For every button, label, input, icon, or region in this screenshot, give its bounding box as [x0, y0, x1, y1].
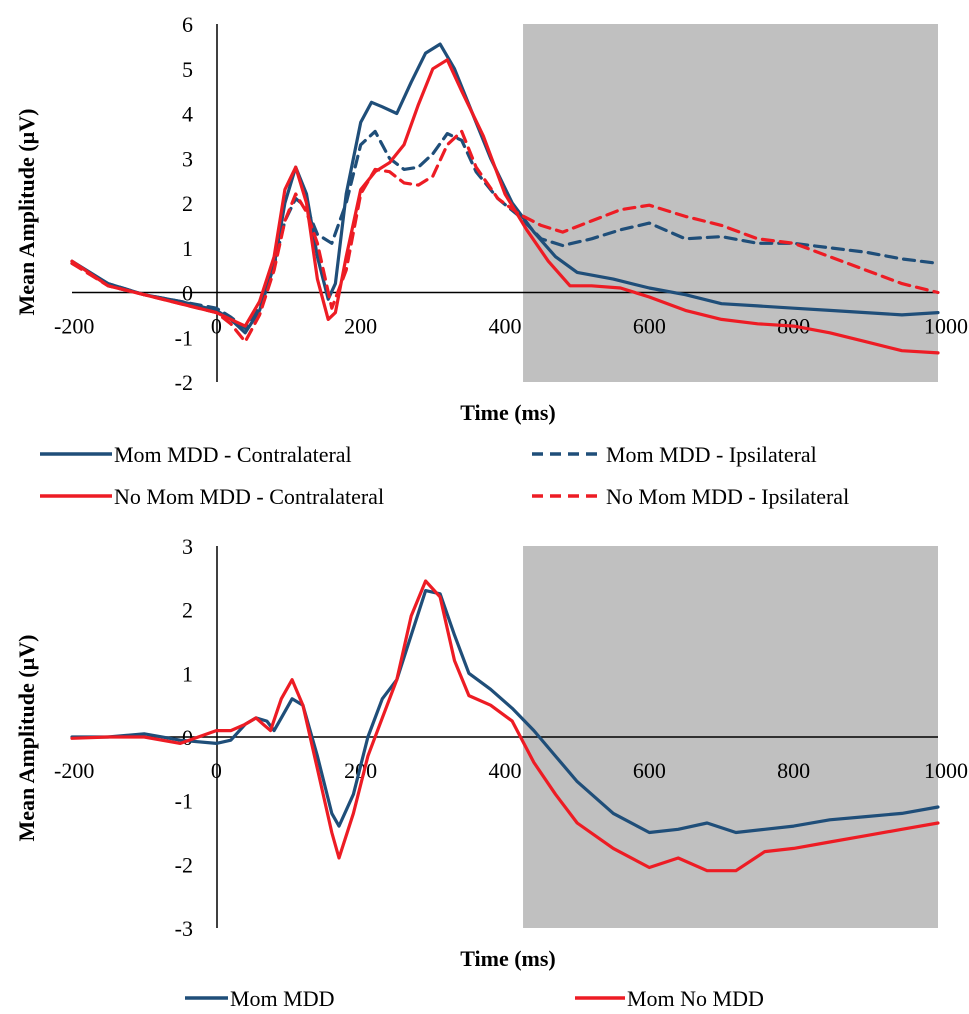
legend-label: Mom MDD - Contralateral — [114, 442, 352, 467]
series-group — [70, 579, 940, 873]
y-tick-label: -2 — [175, 852, 193, 877]
legend-item: Mom MDD - Contralateral — [40, 442, 352, 467]
legend-item: No Mom MDD - Ipsilateral — [532, 484, 849, 509]
legend: Mom MDD Mom No MDD — [185, 986, 764, 1011]
x-tick-label: 200 — [344, 314, 377, 339]
x-tick-label: 600 — [633, 758, 666, 783]
y-tick-label: 1 — [182, 661, 193, 686]
legend: Mom MDD - Contralateral Mom MDD - Ipsila… — [40, 442, 849, 509]
x-tick-label: 1000 — [924, 758, 968, 783]
y-tick-label: 3 — [182, 146, 193, 171]
legend-label: Mom MDD — [230, 986, 335, 1011]
y-tick-label: -1 — [175, 325, 193, 350]
y-tick-label: -2 — [175, 370, 193, 395]
y-axis-label: Mean Amplitude (µV) — [14, 108, 39, 315]
legend-item: No Mom MDD - Contralateral — [40, 484, 384, 509]
y-tick-label: -3 — [175, 916, 193, 941]
series-group — [70, 42, 940, 355]
series-line — [70, 42, 940, 335]
legend-label: No Mom MDD - Ipsilateral — [606, 484, 849, 509]
y-tick-label: 3 — [182, 534, 193, 559]
x-tick-label: 400 — [489, 758, 522, 783]
x-axis-label: Time (ms) — [460, 946, 556, 971]
shaded-region — [523, 24, 938, 382]
y-tick-label: -1 — [175, 789, 193, 814]
x-axis: -200 0 200 400 600 800 1000 — [54, 291, 968, 339]
legend-item: Mom MDD — [185, 986, 335, 1011]
y-tick-label: 2 — [182, 598, 193, 623]
legend-label: Mom No MDD — [627, 986, 764, 1011]
x-axis: -200 0 200 400 600 800 1000 — [54, 736, 968, 783]
x-tick-label: -200 — [54, 314, 94, 339]
legend-item: Mom No MDD — [575, 986, 764, 1011]
series-line — [70, 58, 940, 355]
x-tick-label: 400 — [489, 314, 522, 339]
y-tick-label: 6 — [182, 12, 193, 37]
series-line — [70, 579, 940, 873]
y-tick-label: 5 — [182, 57, 193, 82]
x-tick-label: 800 — [777, 758, 810, 783]
y-tick-label: 2 — [182, 191, 193, 216]
x-tick-label: 0 — [211, 758, 222, 783]
legend-item: Mom MDD - Ipsilateral — [532, 442, 817, 467]
y-axis-label: Mean Amplitude (µV) — [14, 634, 39, 841]
x-tick-label: -200 — [54, 758, 94, 783]
x-axis-label: Time (ms) — [460, 400, 556, 425]
x-tick-label: 1000 — [924, 314, 968, 339]
y-tick-label: 1 — [182, 236, 193, 261]
x-tick-label: 0 — [211, 314, 222, 339]
y-tick-label: 4 — [182, 102, 193, 127]
series-line — [70, 129, 940, 344]
legend-label: No Mom MDD - Contralateral — [114, 484, 384, 509]
x-tick-label: 600 — [633, 314, 666, 339]
legend-label: Mom MDD - Ipsilateral — [606, 442, 817, 467]
